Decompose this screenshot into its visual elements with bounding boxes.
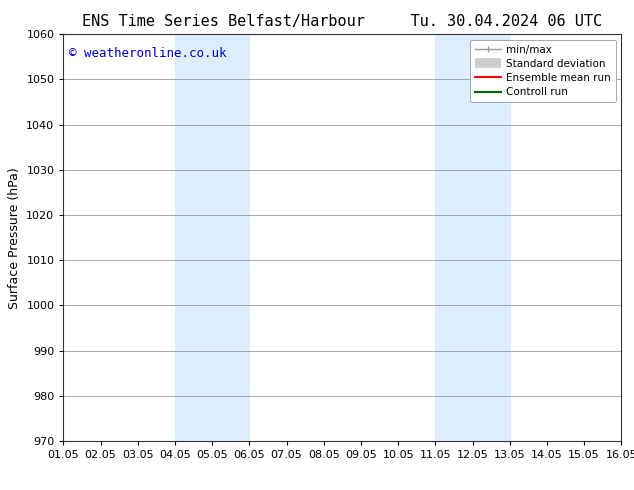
Bar: [175, 34, 249, 441]
Bar: [436, 34, 510, 441]
Text: © weatheronline.co.uk: © weatheronline.co.uk: [69, 47, 226, 59]
Legend: min/max, Standard deviation, Ensemble mean run, Controll run: min/max, Standard deviation, Ensemble me…: [470, 40, 616, 102]
Y-axis label: Surface Pressure (hPa): Surface Pressure (hPa): [8, 167, 21, 309]
Title: ENS Time Series Belfast/Harbour     Tu. 30.04.2024 06 UTC: ENS Time Series Belfast/Harbour Tu. 30.0…: [82, 14, 602, 29]
